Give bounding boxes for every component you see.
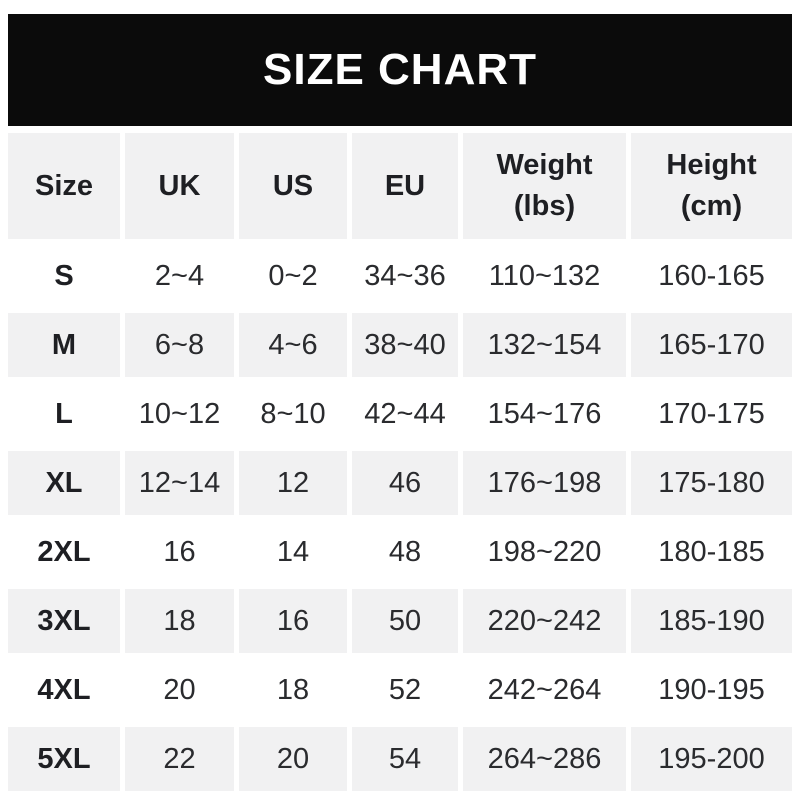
weight-cell: 264~286: [463, 727, 626, 791]
eu-cell: 34~36: [352, 244, 458, 308]
column-header-size: Size: [8, 133, 120, 239]
weight-cell: 132~154: [463, 313, 626, 377]
eu-cell: 54: [352, 727, 458, 791]
height-cell: 160-165: [631, 244, 792, 308]
us-cell: 20: [239, 727, 347, 791]
uk-cell: 20: [125, 658, 234, 722]
us-cell: 16: [239, 589, 347, 653]
eu-cell: 50: [352, 589, 458, 653]
size-cell: 5XL: [8, 727, 120, 791]
size-cell: L: [8, 382, 120, 446]
column-header-weight: Weight (lbs): [463, 133, 626, 239]
header-sublabel: (lbs): [513, 190, 576, 222]
height-cell: 180-185: [631, 520, 792, 584]
us-cell: 8~10: [239, 382, 347, 446]
size-cell: S: [8, 244, 120, 308]
size-cell: 4XL: [8, 658, 120, 722]
header-label: Weight: [496, 149, 593, 181]
uk-cell: 12~14: [125, 451, 234, 515]
column-header-height: Height (cm): [631, 133, 792, 239]
size-cell: M: [8, 313, 120, 377]
size-cell: 2XL: [8, 520, 120, 584]
eu-cell: 42~44: [352, 382, 458, 446]
size-cell: XL: [8, 451, 120, 515]
size-chart-table: Size UK US EU Weight (lbs) Height (cm) S…: [8, 133, 792, 791]
column-header-uk: UK: [125, 133, 234, 239]
uk-cell: 16: [125, 520, 234, 584]
weight-cell: 154~176: [463, 382, 626, 446]
column-header-eu: EU: [352, 133, 458, 239]
header-label: US: [272, 169, 314, 202]
us-cell: 12: [239, 451, 347, 515]
column-header-us: US: [239, 133, 347, 239]
uk-cell: 6~8: [125, 313, 234, 377]
uk-cell: 18: [125, 589, 234, 653]
height-cell: 185-190: [631, 589, 792, 653]
height-cell: 170-175: [631, 382, 792, 446]
header-label: EU: [384, 169, 426, 202]
size-cell: 3XL: [8, 589, 120, 653]
weight-cell: 198~220: [463, 520, 626, 584]
eu-cell: 48: [352, 520, 458, 584]
uk-cell: 2~4: [125, 244, 234, 308]
uk-cell: 22: [125, 727, 234, 791]
us-cell: 18: [239, 658, 347, 722]
us-cell: 14: [239, 520, 347, 584]
header-label: Size: [34, 169, 94, 202]
weight-cell: 110~132: [463, 244, 626, 308]
us-cell: 4~6: [239, 313, 347, 377]
banner-title: SIZE CHART: [263, 45, 537, 94]
weight-cell: 220~242: [463, 589, 626, 653]
eu-cell: 52: [352, 658, 458, 722]
header-sublabel: (cm): [680, 190, 743, 222]
size-chart-banner: SIZE CHART: [8, 14, 792, 126]
eu-cell: 38~40: [352, 313, 458, 377]
weight-cell: 176~198: [463, 451, 626, 515]
height-cell: 175-180: [631, 451, 792, 515]
height-cell: 165-170: [631, 313, 792, 377]
header-label: Height: [666, 149, 757, 181]
us-cell: 0~2: [239, 244, 347, 308]
weight-cell: 242~264: [463, 658, 626, 722]
header-label: UK: [158, 169, 201, 202]
height-cell: 195-200: [631, 727, 792, 791]
height-cell: 190-195: [631, 658, 792, 722]
uk-cell: 10~12: [125, 382, 234, 446]
eu-cell: 46: [352, 451, 458, 515]
